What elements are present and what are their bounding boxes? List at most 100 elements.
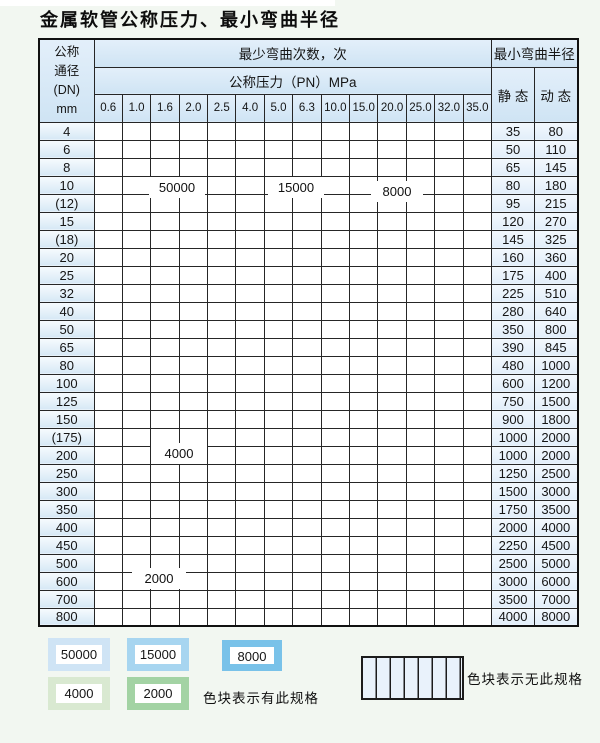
- spec-cell-4000: [121, 481, 152, 501]
- pressure-column-header: 35.0: [462, 93, 493, 123]
- pressure-column-header: 2.5: [207, 93, 237, 123]
- spec-cell-none: [207, 607, 237, 627]
- dynamic-value-cell: 400: [534, 265, 579, 285]
- table-row: 20 160 360: [38, 247, 579, 267]
- spec-cell-4000: [207, 373, 237, 393]
- static-value-cell: 750: [491, 391, 536, 411]
- spec-cell-none: [377, 337, 407, 357]
- spec-cell-8000: [292, 301, 322, 321]
- dn-cell: 100: [38, 373, 95, 393]
- spec-cell-none: [349, 373, 379, 393]
- spec-cell-50000: [150, 247, 180, 267]
- spec-cell-2000: [150, 535, 180, 555]
- spec-cell-50000: [150, 265, 180, 285]
- spec-cell-2000: [207, 535, 237, 555]
- static-value-cell: 50: [491, 139, 536, 159]
- spec-cell-15000: [320, 121, 351, 141]
- spec-cell-none: [235, 517, 265, 537]
- spec-cell-none: [434, 571, 464, 591]
- spec-cell-none: [434, 607, 464, 627]
- spec-cell-none: [434, 409, 464, 429]
- spec-cell-none: [263, 481, 294, 501]
- spec-cell-15000: [263, 211, 294, 231]
- spec-cell-15000: [320, 139, 351, 159]
- spec-cell-15000: [292, 229, 322, 249]
- spec-cell-2000: [121, 589, 152, 609]
- legend-swatch-label: 8000: [230, 647, 274, 664]
- spec-cell-none: [263, 589, 294, 609]
- spec-cell-50000: [93, 229, 123, 249]
- dynamic-value-cell: 2500: [534, 463, 579, 483]
- spec-cell-50000: [207, 301, 237, 321]
- spec-cell-none: [292, 391, 322, 411]
- spec-cell-none: [405, 607, 436, 627]
- spec-cell-none: [320, 319, 351, 339]
- static-value-cell: 4000: [491, 607, 536, 627]
- table-row: (18) 145 325: [38, 229, 579, 249]
- pressure-column-header: 20.0: [377, 93, 407, 123]
- table-row: 600 3000 6000: [38, 571, 579, 591]
- spec-cell-none: [349, 445, 379, 465]
- spec-cell-15000: [235, 229, 265, 249]
- dn-cell: 200: [38, 445, 95, 465]
- dn-header-line: 通径: [54, 64, 80, 78]
- spec-cell-50000: [207, 211, 237, 231]
- spec-cell-2000: [178, 571, 209, 591]
- spec-cell-2000: [178, 517, 209, 537]
- static-value-cell: 2500: [491, 553, 536, 573]
- spec-cell-none: [434, 319, 464, 339]
- top-white-strip: [0, 0, 335, 6]
- spec-cell-50000: [207, 175, 237, 195]
- dynamic-value-cell: 845: [534, 337, 579, 357]
- spec-cell-2000: [178, 535, 209, 555]
- spec-cell-none: [263, 427, 294, 447]
- spec-cell-4000: [150, 391, 180, 411]
- spec-cell-none: [349, 589, 379, 609]
- spec-cell-none: [263, 445, 294, 465]
- dn-column-header: 公称 通径 (DN) mm: [38, 38, 95, 123]
- spec-cell-none: [320, 535, 351, 555]
- spec-cell-none: [405, 409, 436, 429]
- dn-header-line: (DN): [53, 82, 80, 97]
- spec-cell-50000: [178, 139, 209, 159]
- page-title: 金属软管公称压力、最小弯曲半径: [40, 10, 340, 31]
- table-row: 200 1000 2000: [38, 445, 579, 465]
- spec-cell-2000: [93, 589, 123, 609]
- legend-swatch-4000: 4000: [48, 677, 110, 710]
- spec-cell-none: [405, 229, 436, 249]
- spec-cell-none: [405, 427, 436, 447]
- spec-cell-8000: [292, 337, 322, 357]
- pressure-column-header: 10.0: [320, 93, 351, 123]
- spec-cell-4000: [121, 373, 152, 393]
- dn-cell: 150: [38, 409, 95, 429]
- spec-cell-50000: [207, 193, 237, 213]
- dn-cell: 6: [38, 139, 95, 159]
- dn-cell: 125: [38, 391, 95, 411]
- dynamic-value-cell: 4000: [534, 517, 579, 537]
- dn-cell: 450: [38, 535, 95, 555]
- spec-cell-15000: [235, 157, 265, 177]
- dn-cell: 32: [38, 283, 95, 303]
- spec-cell-none: [434, 157, 464, 177]
- spec-cell-none: [434, 373, 464, 393]
- legend-no-spec-swatch: [361, 656, 464, 700]
- dn-cell: 50: [38, 319, 95, 339]
- static-value-cell: 2250: [491, 535, 536, 555]
- spec-cell-50000: [93, 157, 123, 177]
- spec-cell-4000: [235, 427, 265, 447]
- pressure-column-header: 4.0: [235, 93, 265, 123]
- spec-cell-50000: [150, 355, 180, 375]
- spec-cell-none: [405, 355, 436, 375]
- spec-cell-none: [349, 301, 379, 321]
- spec-cell-50000: [178, 121, 209, 141]
- spec-cell-none: [462, 535, 493, 555]
- spec-cell-none: [320, 499, 351, 519]
- pressure-column-header: 25.0: [405, 93, 436, 123]
- spec-cell-none: [377, 391, 407, 411]
- dn-header-line: mm: [56, 101, 78, 116]
- table-row: 15 120 270: [38, 211, 579, 231]
- spec-cell-none: [320, 517, 351, 537]
- dn-cell: 300: [38, 481, 95, 501]
- spec-cell-none: [377, 355, 407, 375]
- spec-cell-none: [292, 571, 322, 591]
